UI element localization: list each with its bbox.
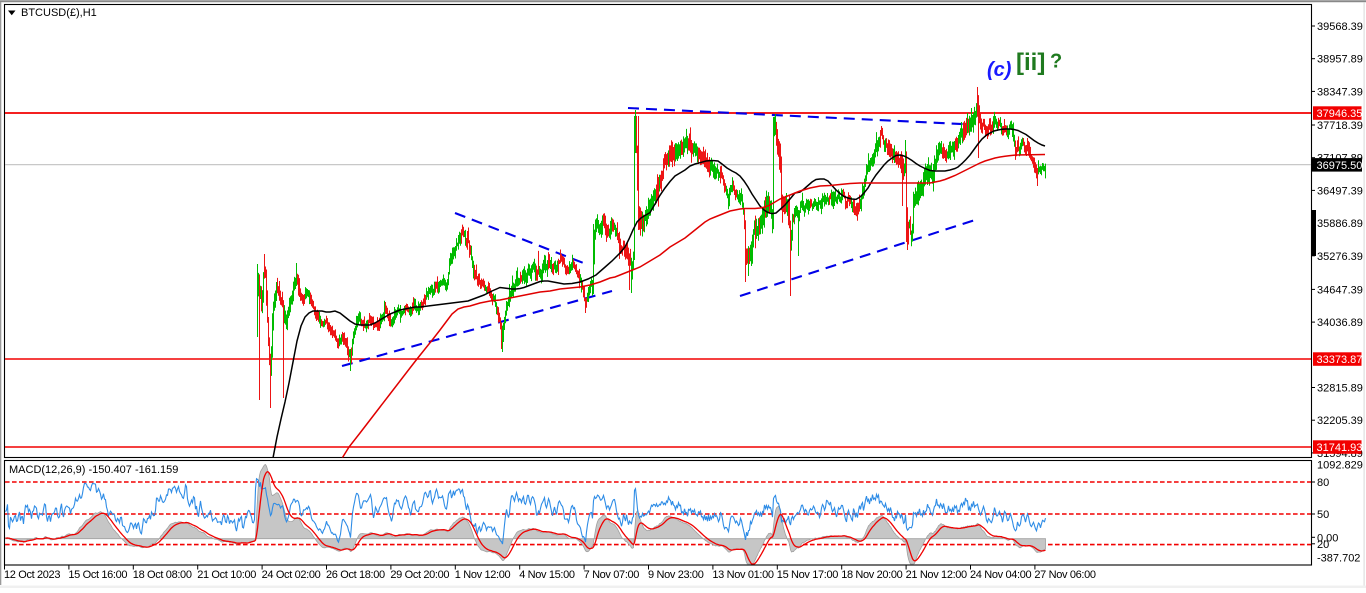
svg-text:15 Nov 17:00: 15 Nov 17:00 (777, 569, 838, 581)
svg-text:-387.702: -387.702 (1317, 553, 1360, 565)
svg-text:37946.35: 37946.35 (1317, 108, 1363, 120)
svg-text:24 Nov 04:00: 24 Nov 04:00 (970, 569, 1031, 581)
svg-text:(c): (c) (987, 59, 1012, 81)
svg-text:27 Nov 06:00: 27 Nov 06:00 (1034, 569, 1095, 581)
svg-text:36975.50: 36975.50 (1317, 160, 1363, 172)
svg-text:39568.39: 39568.39 (1317, 21, 1363, 33)
svg-text:0.00: 0.00 (1317, 532, 1338, 544)
svg-text:37718.39: 37718.39 (1317, 120, 1363, 132)
svg-text:21 Nov 12:00: 21 Nov 12:00 (906, 569, 967, 581)
svg-text:38957.89: 38957.89 (1317, 54, 1363, 66)
svg-text:34036.89: 34036.89 (1317, 317, 1363, 329)
svg-text:7 Nov 07:00: 7 Nov 07:00 (584, 569, 640, 581)
svg-text:35276.39: 35276.39 (1317, 251, 1363, 263)
svg-text:13 Nov 01:00: 13 Nov 01:00 (712, 569, 773, 581)
svg-text:1 Nov 12:00: 1 Nov 12:00 (455, 569, 511, 581)
svg-text:?: ? (1050, 51, 1062, 73)
svg-text:24 Oct 02:00: 24 Oct 02:00 (262, 569, 321, 581)
svg-text:MACD(12,26,9) -150.407 -161.15: MACD(12,26,9) -150.407 -161.159 (9, 464, 178, 476)
svg-text:21 Oct 10:00: 21 Oct 10:00 (197, 569, 256, 581)
svg-text:29 Oct 20:00: 29 Oct 20:00 (390, 569, 449, 581)
svg-text:12 Oct 2023: 12 Oct 2023 (4, 569, 60, 581)
svg-text:35886.89: 35886.89 (1317, 218, 1363, 230)
svg-text:38347.39: 38347.39 (1317, 86, 1363, 98)
svg-text:1092.829: 1092.829 (1317, 460, 1363, 472)
svg-text:[ii]: [ii] (1016, 49, 1045, 76)
svg-text:32815.89: 32815.89 (1317, 383, 1363, 395)
svg-text:20: 20 (1317, 539, 1329, 551)
svg-text:9 Nov 23:00: 9 Nov 23:00 (648, 569, 704, 581)
svg-text:80: 80 (1317, 477, 1329, 489)
svg-text:26 Oct 18:00: 26 Oct 18:00 (326, 569, 385, 581)
svg-text:32205.39: 32205.39 (1317, 415, 1363, 427)
svg-text:33373.87: 33373.87 (1317, 354, 1363, 366)
svg-text:BTCUSD(£),H1: BTCUSD(£),H1 (21, 7, 97, 19)
svg-text:15 Oct 16:00: 15 Oct 16:00 (68, 569, 127, 581)
svg-text:50: 50 (1317, 509, 1329, 521)
svg-text:36497.39: 36497.39 (1317, 185, 1363, 197)
svg-text:18 Nov 20:00: 18 Nov 20:00 (841, 569, 902, 581)
svg-text:18 Oct 08:00: 18 Oct 08:00 (133, 569, 192, 581)
svg-text:31741.93: 31741.93 (1317, 442, 1363, 454)
svg-text:34647.39: 34647.39 (1317, 284, 1363, 296)
svg-text:4 Nov 15:00: 4 Nov 15:00 (519, 569, 575, 581)
